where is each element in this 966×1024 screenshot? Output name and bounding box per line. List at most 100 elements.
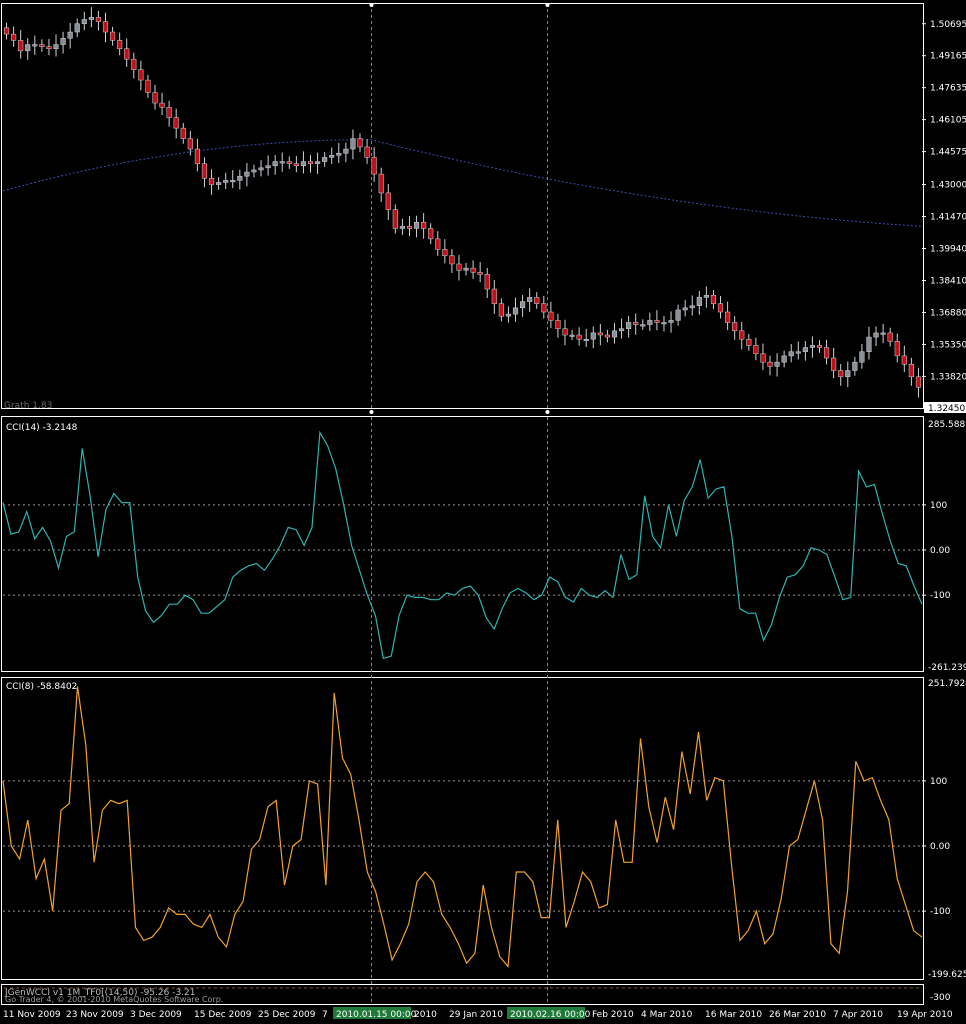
- candle-body: [654, 320, 660, 323]
- candle-body: [555, 320, 561, 329]
- candle-body: [640, 324, 646, 327]
- candle-body: [60, 38, 66, 45]
- price-tick-label: 1.44575: [930, 148, 966, 158]
- candle-body: [223, 180, 229, 183]
- price-tick-label: 1.49165: [930, 52, 966, 62]
- candle-body: [251, 169, 257, 173]
- price-tick-label: 1.36880: [930, 308, 966, 318]
- price-tick-label: 1.35350: [930, 340, 966, 350]
- candle-body: [739, 330, 745, 340]
- candle-body: [477, 272, 483, 275]
- candle-body: [428, 228, 434, 240]
- moving-average-line: [2, 139, 923, 227]
- candle-body: [880, 332, 886, 335]
- candle-body: [873, 332, 879, 338]
- candle-body: [329, 155, 335, 158]
- candle-body: [187, 138, 193, 150]
- candle-body: [279, 161, 285, 164]
- candle-body: [138, 69, 144, 81]
- candle-body: [25, 44, 31, 52]
- candle-body: [166, 107, 172, 118]
- candle-body: [661, 322, 667, 325]
- candle-body: [823, 347, 830, 359]
- candle-body: [385, 192, 391, 210]
- candle-body: [520, 301, 526, 309]
- candle-body: [357, 138, 363, 148]
- candle-body: [689, 305, 695, 309]
- candle-body: [378, 173, 384, 194]
- candle-body: [307, 161, 314, 164]
- candle-body: [449, 255, 455, 265]
- level-label: 100: [930, 777, 947, 787]
- cci-line: [2, 686, 923, 968]
- candle-body: [845, 370, 851, 378]
- candle-body: [626, 322, 632, 329]
- candle-body: [124, 48, 130, 60]
- cci14-panel-frame: [1, 416, 924, 672]
- current-price-label: 1.32450: [928, 404, 965, 414]
- cursor-date-2: 2010.02.16 00:00: [510, 1010, 591, 1020]
- candle-body: [802, 347, 808, 352]
- candle-body: [527, 297, 533, 302]
- time-label: 23 Nov 2009: [66, 1010, 124, 1020]
- cci14-min-label: -261.2395: [928, 663, 966, 673]
- crosshair-marker: [369, 3, 374, 7]
- candle-body: [604, 334, 611, 338]
- cci8-panel[interactable]: 100 0.00 -100 CCI(8) -58.8402 251.7924 -19…: [1, 677, 966, 981]
- candle-body: [300, 161, 307, 167]
- candle-body: [399, 226, 405, 229]
- candle-body: [364, 146, 370, 158]
- time-label: 11 Nov 2009: [3, 1010, 61, 1020]
- candle-body: [576, 334, 582, 340]
- price-panel[interactable]: 1.50695 1.49165 1.47635 1.46105 1.44575 1.430…: [1, 3, 966, 415]
- candle-body: [710, 295, 717, 304]
- moving-average: [2, 139, 923, 227]
- candle-body: [583, 338, 589, 341]
- candle-body: [795, 351, 801, 354]
- price-tick-label: 1.38410: [930, 276, 966, 286]
- candle-body: [39, 44, 45, 47]
- price-tick-label: 1.39940: [930, 244, 966, 254]
- cci14-levels: 100 0.00 -100: [3, 501, 951, 601]
- level-label: 0.00: [930, 842, 950, 852]
- candle-body: [548, 311, 554, 321]
- crosshair-lines[interactable]: [369, 3, 550, 1005]
- candle-body: [597, 332, 603, 336]
- candle-body: [173, 117, 179, 129]
- candle-body: [180, 127, 186, 139]
- candle-body: [272, 161, 278, 167]
- candle-body: [618, 328, 625, 332]
- candle-body: [350, 138, 356, 150]
- candle-body: [866, 336, 872, 352]
- candle-body: [611, 330, 618, 338]
- candle-body: [831, 357, 837, 371]
- cci14-label: CCI(14) -3.2148: [6, 423, 78, 433]
- status-line-1: JGenWCCI v1 1M_TF0[(14,50) -95.26 -3.21: [4, 988, 195, 998]
- candle-body: [562, 328, 568, 336]
- price-tick-label: 1.33820: [930, 372, 966, 382]
- candle-body: [201, 163, 208, 179]
- candle-body: [668, 320, 674, 323]
- candle-body: [3, 27, 10, 35]
- candle-body: [421, 221, 427, 229]
- candle-body: [343, 148, 349, 154]
- level-label: 0.00: [930, 546, 950, 556]
- price-panel-frame: [1, 3, 924, 409]
- candle-body: [859, 351, 865, 363]
- price-tick-label: 1.46105: [930, 116, 966, 126]
- candle-body: [442, 249, 448, 256]
- candle-body: [901, 355, 907, 365]
- candle-body: [838, 370, 844, 378]
- candle-body: [491, 288, 497, 304]
- cci14-panel[interactable]: 100 0.00 -100 CCI(14) -3.2148 285.5881 -26…: [1, 416, 966, 674]
- candle-body: [32, 44, 38, 47]
- time-label: Feb 2010: [592, 1010, 634, 1020]
- time-label: 26 Mar 2010: [769, 1010, 826, 1020]
- candle-body: [908, 364, 914, 378]
- candle-body: [852, 361, 858, 371]
- price-axis: 1.50695 1.49165 1.47635 1.46105 1.44575 1.430…: [922, 20, 966, 382]
- status-line-2: Go Trader 4, © 2001-2010 MetaQuotes Soft…: [5, 995, 223, 1004]
- candle-body: [732, 322, 738, 332]
- candle-body: [590, 332, 596, 340]
